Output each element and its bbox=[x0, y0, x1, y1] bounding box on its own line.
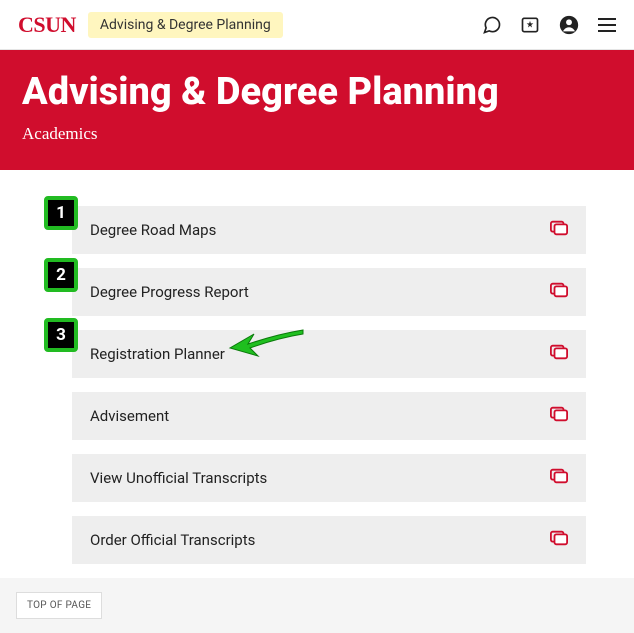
top-of-page-button[interactable]: TOP OF PAGE bbox=[16, 592, 102, 619]
annotation-badge-3: 3 bbox=[44, 318, 78, 352]
chat-icon[interactable] bbox=[482, 15, 502, 35]
list-item-view-unofficial-transcripts[interactable]: View Unofficial Transcripts bbox=[72, 454, 586, 502]
list-item-advisement[interactable]: Advisement bbox=[72, 392, 586, 440]
list-item-label: Advisement bbox=[90, 407, 550, 425]
list-item-label: Registration Planner bbox=[90, 345, 550, 363]
page-title: Advising & Degree Planning bbox=[22, 72, 612, 114]
external-link-icon bbox=[550, 220, 568, 240]
list-item-degree-road-maps[interactable]: Degree Road Maps bbox=[72, 206, 586, 254]
list-item-order-official-transcripts[interactable]: Order Official Transcripts bbox=[72, 516, 586, 564]
annotation-badge-2: 2 bbox=[44, 258, 78, 292]
hero: Advising & Degree Planning Academics bbox=[0, 50, 634, 170]
page-subtitle: Academics bbox=[22, 124, 612, 144]
list-item-label: View Unofficial Transcripts bbox=[90, 469, 550, 487]
external-link-icon bbox=[550, 468, 568, 488]
list-item-registration-planner[interactable]: Registration Planner bbox=[72, 330, 586, 378]
breadcrumb[interactable]: Advising & Degree Planning bbox=[88, 12, 283, 38]
topbar: CSUN Advising & Degree Planning bbox=[0, 0, 634, 50]
list-item-label: Order Official Transcripts bbox=[90, 531, 550, 549]
list-item-label: Degree Progress Report bbox=[90, 283, 550, 301]
annotation-badge-1: 1 bbox=[44, 196, 78, 230]
footer: TOP OF PAGE bbox=[0, 578, 634, 633]
logo[interactable]: CSUN bbox=[18, 12, 76, 38]
annotation-arrow bbox=[228, 322, 308, 362]
list-item-label: Degree Road Maps bbox=[90, 221, 550, 239]
external-link-icon bbox=[550, 344, 568, 364]
external-link-icon bbox=[550, 530, 568, 550]
list-item-degree-progress-report[interactable]: Degree Progress Report bbox=[72, 268, 586, 316]
external-link-icon bbox=[550, 406, 568, 426]
menu-icon[interactable] bbox=[598, 18, 616, 32]
external-link-icon bbox=[550, 282, 568, 302]
bookmark-add-icon[interactable] bbox=[520, 15, 540, 35]
topbar-icons bbox=[482, 14, 616, 36]
link-list: Degree Road Maps Degree Progress Report … bbox=[0, 170, 634, 588]
account-icon[interactable] bbox=[558, 14, 580, 36]
